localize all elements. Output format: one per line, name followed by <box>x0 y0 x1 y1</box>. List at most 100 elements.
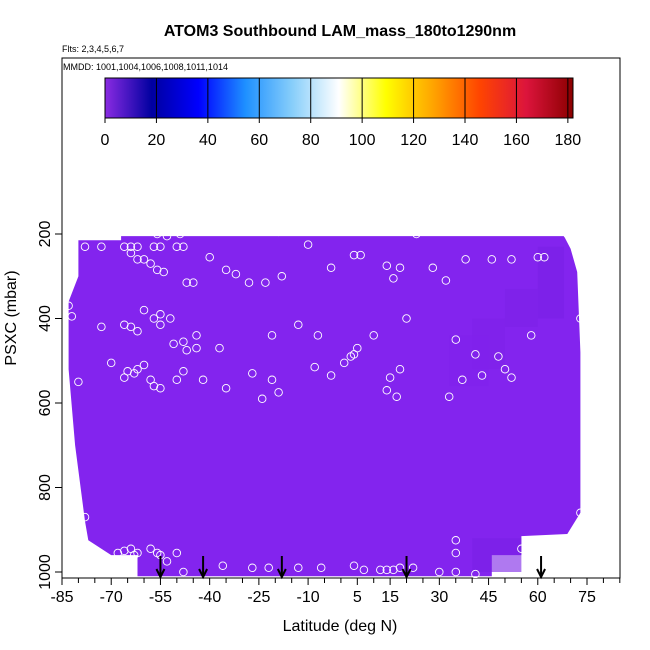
sample-point <box>412 229 421 239</box>
sample-point <box>169 339 178 349</box>
sample-point <box>540 252 549 262</box>
sample-point <box>139 255 149 264</box>
colorbar-tick-label: 180 <box>555 132 582 149</box>
x-tick-label: 30 <box>430 589 448 606</box>
y-tick-label: 1000 <box>37 554 54 590</box>
latitude-arrow <box>155 556 166 580</box>
sample-point <box>133 548 142 558</box>
sample-point <box>451 335 461 344</box>
sample-point <box>192 331 201 340</box>
sample-point <box>133 242 142 251</box>
sample-point <box>451 536 461 545</box>
sample-point <box>517 544 526 554</box>
y-tick-label: 800 <box>37 474 54 501</box>
sample-point <box>274 227 283 237</box>
sample-point <box>500 364 510 374</box>
sample-point <box>264 563 273 573</box>
sample-point <box>389 565 398 575</box>
sample-point <box>152 265 162 275</box>
sample-point <box>313 331 323 340</box>
sample-point <box>149 314 159 323</box>
sample-point <box>120 373 129 382</box>
y-tick-label: 400 <box>37 305 54 332</box>
sample-point <box>382 386 392 395</box>
sample-point <box>146 259 155 268</box>
x-tick-label: -55 <box>149 589 172 606</box>
sample-point <box>369 331 378 340</box>
field-cell-1 <box>504 288 538 327</box>
arrow-head <box>536 568 546 580</box>
sample-point <box>189 278 198 287</box>
y-axis: 200 400 600 800 1000 <box>37 221 62 590</box>
sample-point <box>221 265 231 275</box>
sample-point <box>326 263 336 273</box>
colorbar-tick-label: 160 <box>503 132 530 149</box>
colorbar-tick-label: 60 <box>250 132 268 149</box>
sample-point <box>218 561 228 570</box>
sample-point <box>461 255 470 264</box>
latitude-arrow <box>401 556 412 580</box>
sample-point <box>471 350 480 359</box>
field-cell-0 <box>537 246 565 319</box>
sample-point <box>179 567 188 577</box>
colorbar-tick-label: 80 <box>302 132 320 149</box>
field-cell-4 <box>472 538 522 572</box>
arrow-head <box>198 568 208 580</box>
sample-point <box>166 314 175 323</box>
field-cell-3 <box>449 335 489 387</box>
sample-point <box>458 375 467 385</box>
sample-point <box>248 369 257 378</box>
x-tick-label: 75 <box>578 589 596 606</box>
sample-point <box>146 544 155 554</box>
sample-point <box>120 242 129 251</box>
sample-point <box>175 229 185 239</box>
arrow-head <box>155 568 166 580</box>
sample-point <box>526 331 536 340</box>
sample-point <box>316 563 326 573</box>
colorbar <box>104 77 574 119</box>
x-tick-label: 60 <box>529 589 547 606</box>
sample-point <box>349 561 359 570</box>
sample-point <box>507 255 516 264</box>
sample-point <box>149 242 159 251</box>
sample-point <box>126 322 136 332</box>
sample-point <box>133 364 142 374</box>
sample-point <box>303 240 313 249</box>
sample-point <box>152 229 162 239</box>
sample-point <box>441 276 451 285</box>
sample-point <box>139 360 149 370</box>
sample-point <box>231 269 241 279</box>
colorbar-tick-label: 20 <box>148 132 166 149</box>
x-axis: -85 -70 -55 -40 -25 -10 5 15 30 45 60 75 <box>50 578 621 606</box>
sample-point <box>435 567 444 577</box>
sample-point <box>294 563 303 573</box>
sample-point <box>179 242 188 251</box>
sample-point <box>126 248 136 258</box>
sample-points <box>64 227 585 578</box>
sample-point <box>80 512 90 522</box>
y-axis-label: PSXC (mbar) <box>3 270 20 365</box>
latitude-arrow <box>536 556 546 580</box>
sample-point <box>471 569 480 578</box>
y-tick-label: 200 <box>37 221 54 248</box>
sample-point <box>149 381 159 391</box>
x-tick-label: -25 <box>247 589 270 606</box>
sample-point <box>376 565 385 575</box>
chart-title: ATOM3 Southbound LAM_mass_180to1290nm <box>164 23 516 40</box>
flights-note: Flts: 2,3,4,5,6,7 <box>62 44 124 54</box>
latitude-markers <box>155 556 546 580</box>
sample-point <box>172 375 182 385</box>
sample-point <box>80 242 90 251</box>
sample-point <box>172 242 182 251</box>
sample-point <box>392 392 401 401</box>
latitude-arrow <box>198 556 208 580</box>
colorbar-ticks: 0 20 40 60 80 100 120 140 160 180 <box>101 78 582 149</box>
arrow-head <box>276 568 287 580</box>
x-tick-label: 15 <box>381 589 399 606</box>
x-tick-label: -70 <box>100 589 123 606</box>
x-tick-label: -10 <box>297 589 320 606</box>
sample-point <box>408 563 418 573</box>
sample-point <box>451 548 461 558</box>
sample-point <box>444 392 454 401</box>
sample-point <box>198 375 208 385</box>
